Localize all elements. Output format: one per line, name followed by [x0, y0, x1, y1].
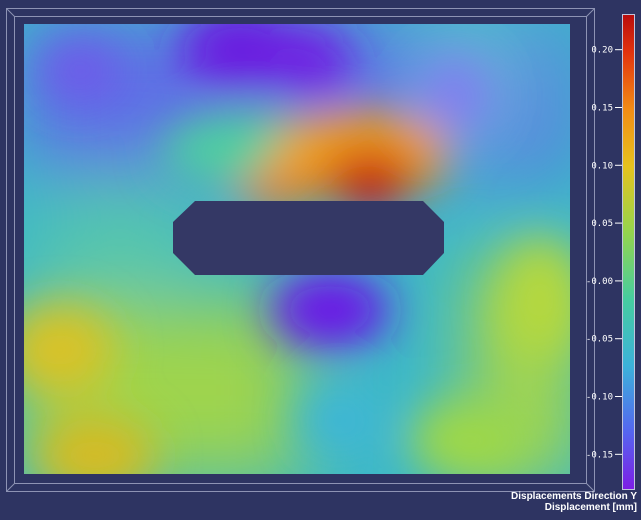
- colorbar-tick-label: -0.05: [586, 335, 613, 345]
- colorbar: 0.20 0.15 0.10 0.05 -0.00 -0.05 -0.10 -0.15: [586, 14, 635, 490]
- colorbar-tick-label: 0.20: [591, 46, 613, 56]
- central-hole: [173, 201, 444, 275]
- displacement-field: [24, 24, 570, 474]
- legend-unit: Displacement [mm]: [544, 502, 637, 513]
- colorbar-tick-label: -0.15: [586, 450, 613, 460]
- colorbar-tick-label: -0.10: [586, 393, 613, 403]
- colorbar-tick-label: 0.05: [591, 219, 613, 229]
- colorbar-tick-label: 0.15: [591, 103, 613, 113]
- colorbar-tick-label: 0.10: [591, 161, 613, 171]
- colorbar-tick-label: -0.00: [586, 277, 613, 287]
- legend-title: Displacements Direction Y: [511, 491, 637, 502]
- colorbar-ticks: 0.20 0.15 0.10 0.05 -0.00 -0.05 -0.10 -0.15: [586, 46, 622, 460]
- model-frame: [6, 8, 595, 492]
